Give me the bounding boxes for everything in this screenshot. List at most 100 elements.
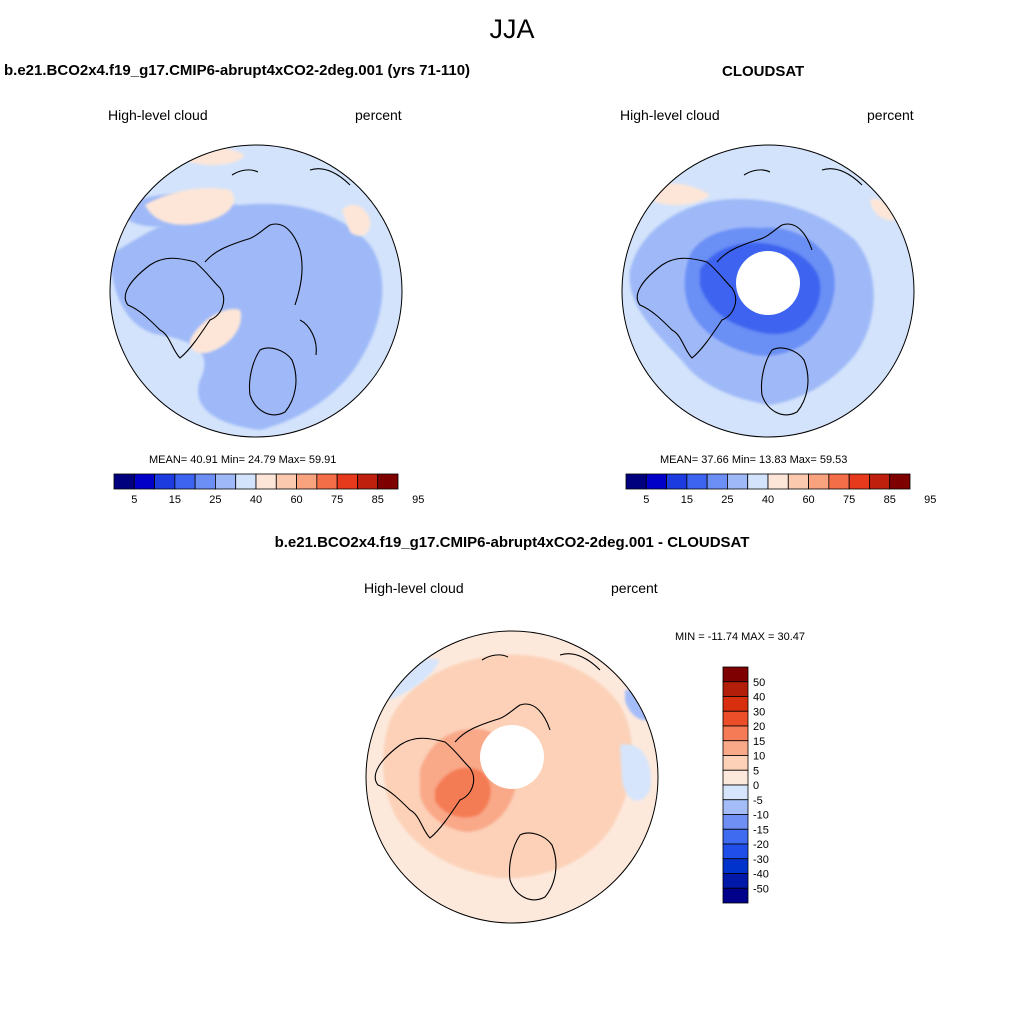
diff-colorbar-label: 15 <box>753 736 765 748</box>
diff-colorbar-label: 50 <box>753 677 765 689</box>
obs-colorbar-label: 5 <box>643 494 649 506</box>
model-colorbar-swatch <box>255 473 277 490</box>
diff-colorbar-swatch <box>722 725 749 742</box>
model-subtitle-left: High-level cloud <box>108 107 208 123</box>
obs-colorbar-swatch <box>828 473 850 490</box>
diff-colorbar-label: -50 <box>753 883 769 895</box>
diff-colorbar-label: 10 <box>753 751 765 763</box>
diff-colorbar-label: -40 <box>753 869 769 881</box>
obs-map-border <box>621 144 915 438</box>
diff-colorbar-label: -30 <box>753 854 769 866</box>
diff-field-strongest <box>435 767 491 818</box>
model-colorbar-swatch <box>215 473 237 490</box>
obs-colorbar-swatch <box>747 473 769 490</box>
diff-colorbar-swatch <box>722 710 749 727</box>
diff-stats: MIN = -11.74 MAX = 30.47 <box>675 631 806 643</box>
obs-stats: MEAN= 37.66 Min= 13.83 Max= 59.53 <box>660 454 848 466</box>
diff-missing-data-hole <box>480 725 544 789</box>
model-colorbar-label: 25 <box>209 494 221 506</box>
obs-colorbar-swatch <box>666 473 688 490</box>
obs-colorbar-label: 85 <box>884 494 896 506</box>
obs-colorbar-swatch <box>625 473 647 490</box>
obs-colorbar-label: 15 <box>681 494 693 506</box>
model-panel-title: b.e21.BCO2x4.f19_g17.CMIP6-abrupt4xCO2-2… <box>4 62 471 79</box>
model-colorbar: 5 15 25 40 60 75 85 95 <box>113 473 424 506</box>
model-colorbar-label: 75 <box>331 494 343 506</box>
obs-colorbar-swatch <box>808 473 830 490</box>
obs-colorbar-label: 25 <box>721 494 733 506</box>
diff-colorbar-label: -15 <box>753 824 769 836</box>
model-colorbar-label: 60 <box>290 494 302 506</box>
obs-panel-title: CLOUDSAT <box>722 63 805 80</box>
obs-polar-map <box>621 144 915 438</box>
model-colorbar-swatch <box>357 473 379 490</box>
model-cloud-field-high-2 <box>189 309 242 354</box>
obs-colorbar-swatch <box>767 473 789 490</box>
model-colorbar-swatch <box>154 473 176 490</box>
obs-colorbar-swatch <box>706 473 728 490</box>
obs-colorbar-label: 60 <box>802 494 814 506</box>
obs-colorbar-swatch <box>645 473 667 490</box>
obs-cloud-field-high <box>650 183 710 206</box>
model-cloud-field-low <box>110 203 383 430</box>
model-colorbar-swatch <box>275 473 297 490</box>
diff-colorbar-swatch <box>722 666 749 683</box>
diff-subtitle-left: High-level cloud <box>364 580 464 596</box>
diff-colorbar-swatch <box>722 843 749 860</box>
obs-colorbar-swatch <box>848 473 870 490</box>
model-colorbar-label: 5 <box>131 494 137 506</box>
obs-subtitle-right: percent <box>867 107 914 123</box>
diff-colorbar-swatch <box>722 873 749 889</box>
obs-colorbar-label: 75 <box>843 494 855 506</box>
obs-missing-data-hole <box>736 251 800 315</box>
model-cloud-field-high-4 <box>342 204 371 236</box>
model-polar-map <box>109 144 403 438</box>
obs-colorbar-swatch <box>727 473 749 490</box>
diff-colorbar-swatch <box>722 755 749 771</box>
model-stats: MEAN= 40.91 Min= 24.79 Max= 59.91 <box>149 454 337 466</box>
model-colorbar-swatch <box>113 473 135 490</box>
model-colorbar-swatch <box>194 473 216 490</box>
model-colorbar-swatch <box>235 473 257 490</box>
diff-field-negative-2 <box>620 744 651 801</box>
model-colorbar-label: 15 <box>169 494 181 506</box>
obs-coastlines <box>636 168 863 416</box>
diff-field-negative-3 <box>625 690 649 721</box>
diff-colorbar-label: 5 <box>753 765 759 777</box>
diff-coastlines <box>374 653 601 901</box>
diff-map-border <box>365 630 659 924</box>
model-colorbar-label: 85 <box>372 494 384 506</box>
diff-colorbar-swatch <box>722 696 749 712</box>
diff-colorbar-label: 0 <box>753 780 759 792</box>
model-colorbar-swatch <box>174 473 196 490</box>
diff-colorbar-label: 40 <box>753 692 765 704</box>
obs-colorbar-label: 95 <box>924 494 936 506</box>
model-colorbar-label: 40 <box>250 494 262 506</box>
model-cloud-field-high-1 <box>145 188 235 225</box>
diff-colorbar-swatch <box>722 887 749 904</box>
diff-colorbar-swatch <box>722 814 749 830</box>
obs-colorbar-label: 40 <box>762 494 774 506</box>
model-colorbar-swatch <box>336 473 358 490</box>
diff-colorbar-label: -20 <box>753 839 769 851</box>
diff-subtitle-right: percent <box>611 580 658 596</box>
diff-colorbar-label: 30 <box>753 706 765 718</box>
obs-colorbar-swatch <box>869 473 891 490</box>
diff-colorbar-swatch <box>722 784 749 801</box>
diff-colorbar-swatch <box>722 681 749 697</box>
obs-colorbar-swatch <box>889 473 911 490</box>
obs-cloud-field-high-2 <box>870 198 895 221</box>
obs-colorbar-swatch <box>787 473 809 490</box>
model-map-border <box>109 144 403 438</box>
model-colorbar-swatch <box>133 473 155 490</box>
obs-colorbar: 5 15 25 40 60 75 85 95 <box>625 473 936 506</box>
diff-colorbar-label: -10 <box>753 810 769 822</box>
diff-colorbar-swatch <box>722 769 749 786</box>
obs-colorbar-swatch <box>686 473 708 490</box>
model-colorbar-swatch <box>377 473 399 490</box>
model-coastlines <box>124 168 351 416</box>
model-subtitle-right: percent <box>355 107 402 123</box>
diff-colorbar-swatch <box>722 858 749 874</box>
